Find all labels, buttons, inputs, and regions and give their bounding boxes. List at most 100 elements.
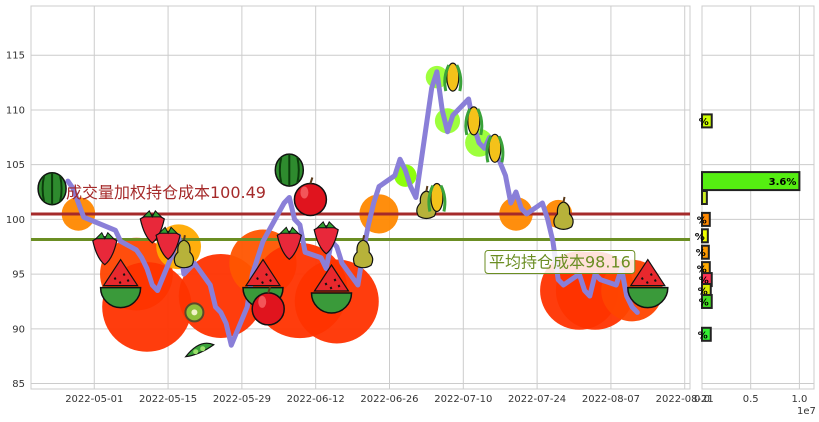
pear-body: [173, 239, 195, 269]
corn-sticker: [443, 62, 463, 92]
corn-husk: [485, 135, 505, 163]
price-plot: 成交量加权持仓成本100.49 平均持仓成本98.16 85 90 95 100 105…: [6, 5, 714, 405]
pea: [200, 346, 206, 352]
strawberry-sticker: [276, 226, 302, 261]
slice-flesh: [102, 258, 139, 287]
x-tick-label: 2022-05-15: [139, 394, 197, 405]
strawberry-leaves: [94, 231, 116, 240]
corn-cob: [488, 133, 502, 163]
pear-stem: [425, 185, 429, 192]
histogram-x-tick-label: 1.0: [791, 394, 807, 405]
x-tick-label: 2022-08-07: [582, 394, 640, 405]
histogram-bar-label: %: [696, 248, 706, 259]
strawberry-sticker: [92, 231, 118, 266]
y-tick-label: 95: [12, 270, 25, 281]
corn-sticker: [485, 133, 505, 163]
strawberry-body: [276, 230, 302, 261]
corn-sticker: [427, 182, 447, 213]
peapod-shell: [184, 342, 215, 358]
histogram-bar: [701, 211, 711, 227]
slice-seeds: [640, 273, 657, 285]
x-tick-label: 2022-07-10: [434, 394, 492, 405]
watermelon-slice-sticker: [99, 258, 142, 309]
apple-shine: [258, 295, 267, 308]
slice-flesh: [313, 263, 350, 292]
histogram-x-tick-label: 0.0: [694, 394, 710, 405]
slice-flesh: [629, 258, 666, 287]
x-tick-label: 2022-07-24: [508, 394, 566, 405]
histogram-bar-label: %: [695, 232, 705, 243]
histogram-frame: [701, 5, 815, 390]
slice-rind: [627, 286, 669, 309]
x-tick-label: 2022-08-21: [656, 394, 714, 405]
watermelon-sticker: [37, 171, 67, 206]
histogram-bar: [701, 171, 801, 192]
watermelon-stripes: [278, 154, 300, 187]
histogram-bar-label: 3.6%: [769, 177, 797, 188]
y-tick-label: 105: [6, 160, 25, 171]
apple-body: [251, 292, 285, 326]
histogram-bar: [701, 113, 713, 129]
kiwi-core: [191, 309, 198, 316]
x-tick-label: 2022-05-29: [213, 394, 271, 405]
cost-annotations: 成交量加权持仓成本100.49 平均持仓成本98.16: [66, 183, 636, 275]
apple-stem: [309, 177, 314, 184]
histogram-x-tick-label: 0.5: [743, 394, 759, 405]
slice-rind: [310, 292, 353, 314]
apple-shine: [300, 186, 309, 199]
pear-sticker: [173, 235, 195, 269]
y-tick-label: 110: [6, 105, 25, 116]
apple-stem: [267, 286, 272, 294]
strawberry-leaves: [279, 226, 300, 235]
y-tick-label: 90: [12, 324, 25, 335]
corn-cob: [446, 62, 460, 92]
histogram-ticks: 0.0 0.5 1.0: [694, 394, 807, 405]
fruit-stickers: [37, 62, 669, 358]
histogram-bar-label: %: [699, 297, 709, 308]
pea: [193, 349, 199, 355]
avg-cost-annotation: 平均持仓成本98.16: [489, 253, 631, 272]
x-tick-label: 2022-05-01: [65, 394, 123, 405]
apple-sticker: [293, 177, 328, 217]
pear-sticker: [352, 235, 374, 269]
slice-rind: [99, 286, 142, 309]
corn-cob: [467, 106, 481, 136]
corn-husk: [443, 64, 463, 92]
x-tick-label: 2022-06-12: [287, 394, 345, 405]
watermelon-slice-sticker: [627, 258, 669, 309]
peapod-sticker: [184, 342, 215, 358]
strawberry-leaves: [142, 210, 163, 219]
histogram-offset-label: 1e7: [797, 406, 816, 417]
volume-histogram: % 3.6%%%%%%%%% 0.0 0.5 1.0 1e7: [694, 5, 816, 417]
slice-seeds: [256, 273, 272, 285]
pear-body: [352, 239, 374, 269]
histogram-bar: [701, 190, 708, 205]
watermelon-slice-sticker: [310, 263, 353, 314]
strawberry-leaves: [315, 220, 337, 229]
histogram-bar: [701, 326, 712, 342]
pear-stem: [362, 235, 366, 241]
histogram-bar-label: %: [699, 276, 709, 287]
pear-stem: [182, 235, 186, 241]
strawberry-body: [92, 236, 118, 266]
histogram-bar-label: %: [697, 265, 707, 276]
corn-husk: [464, 108, 484, 136]
corn-cob: [430, 182, 444, 213]
strawberry-sticker: [155, 226, 181, 261]
histogram-bar: [701, 228, 709, 244]
apple-sticker: [251, 286, 285, 326]
histogram-bars: % 3.6%%%%%%%%%: [695, 113, 801, 342]
watermelon-sticker: [274, 153, 305, 187]
slice-seeds: [113, 273, 130, 285]
histogram-bar-label: %: [698, 330, 708, 341]
slice-seeds: [324, 278, 341, 290]
corn-husk: [427, 184, 447, 212]
strawberry-sticker: [313, 220, 339, 255]
x-tick-label: 2022-06-26: [360, 394, 418, 405]
price-plot-ticks: 85 90 95 100 105 110 115 2022-05-01 2022-05-15 20…: [6, 51, 714, 405]
avg-cost-annotation-box: [484, 250, 636, 275]
pear-stem: [562, 196, 566, 203]
pear-sticker: [553, 196, 574, 230]
histogram-bar-label: %: [698, 287, 708, 298]
